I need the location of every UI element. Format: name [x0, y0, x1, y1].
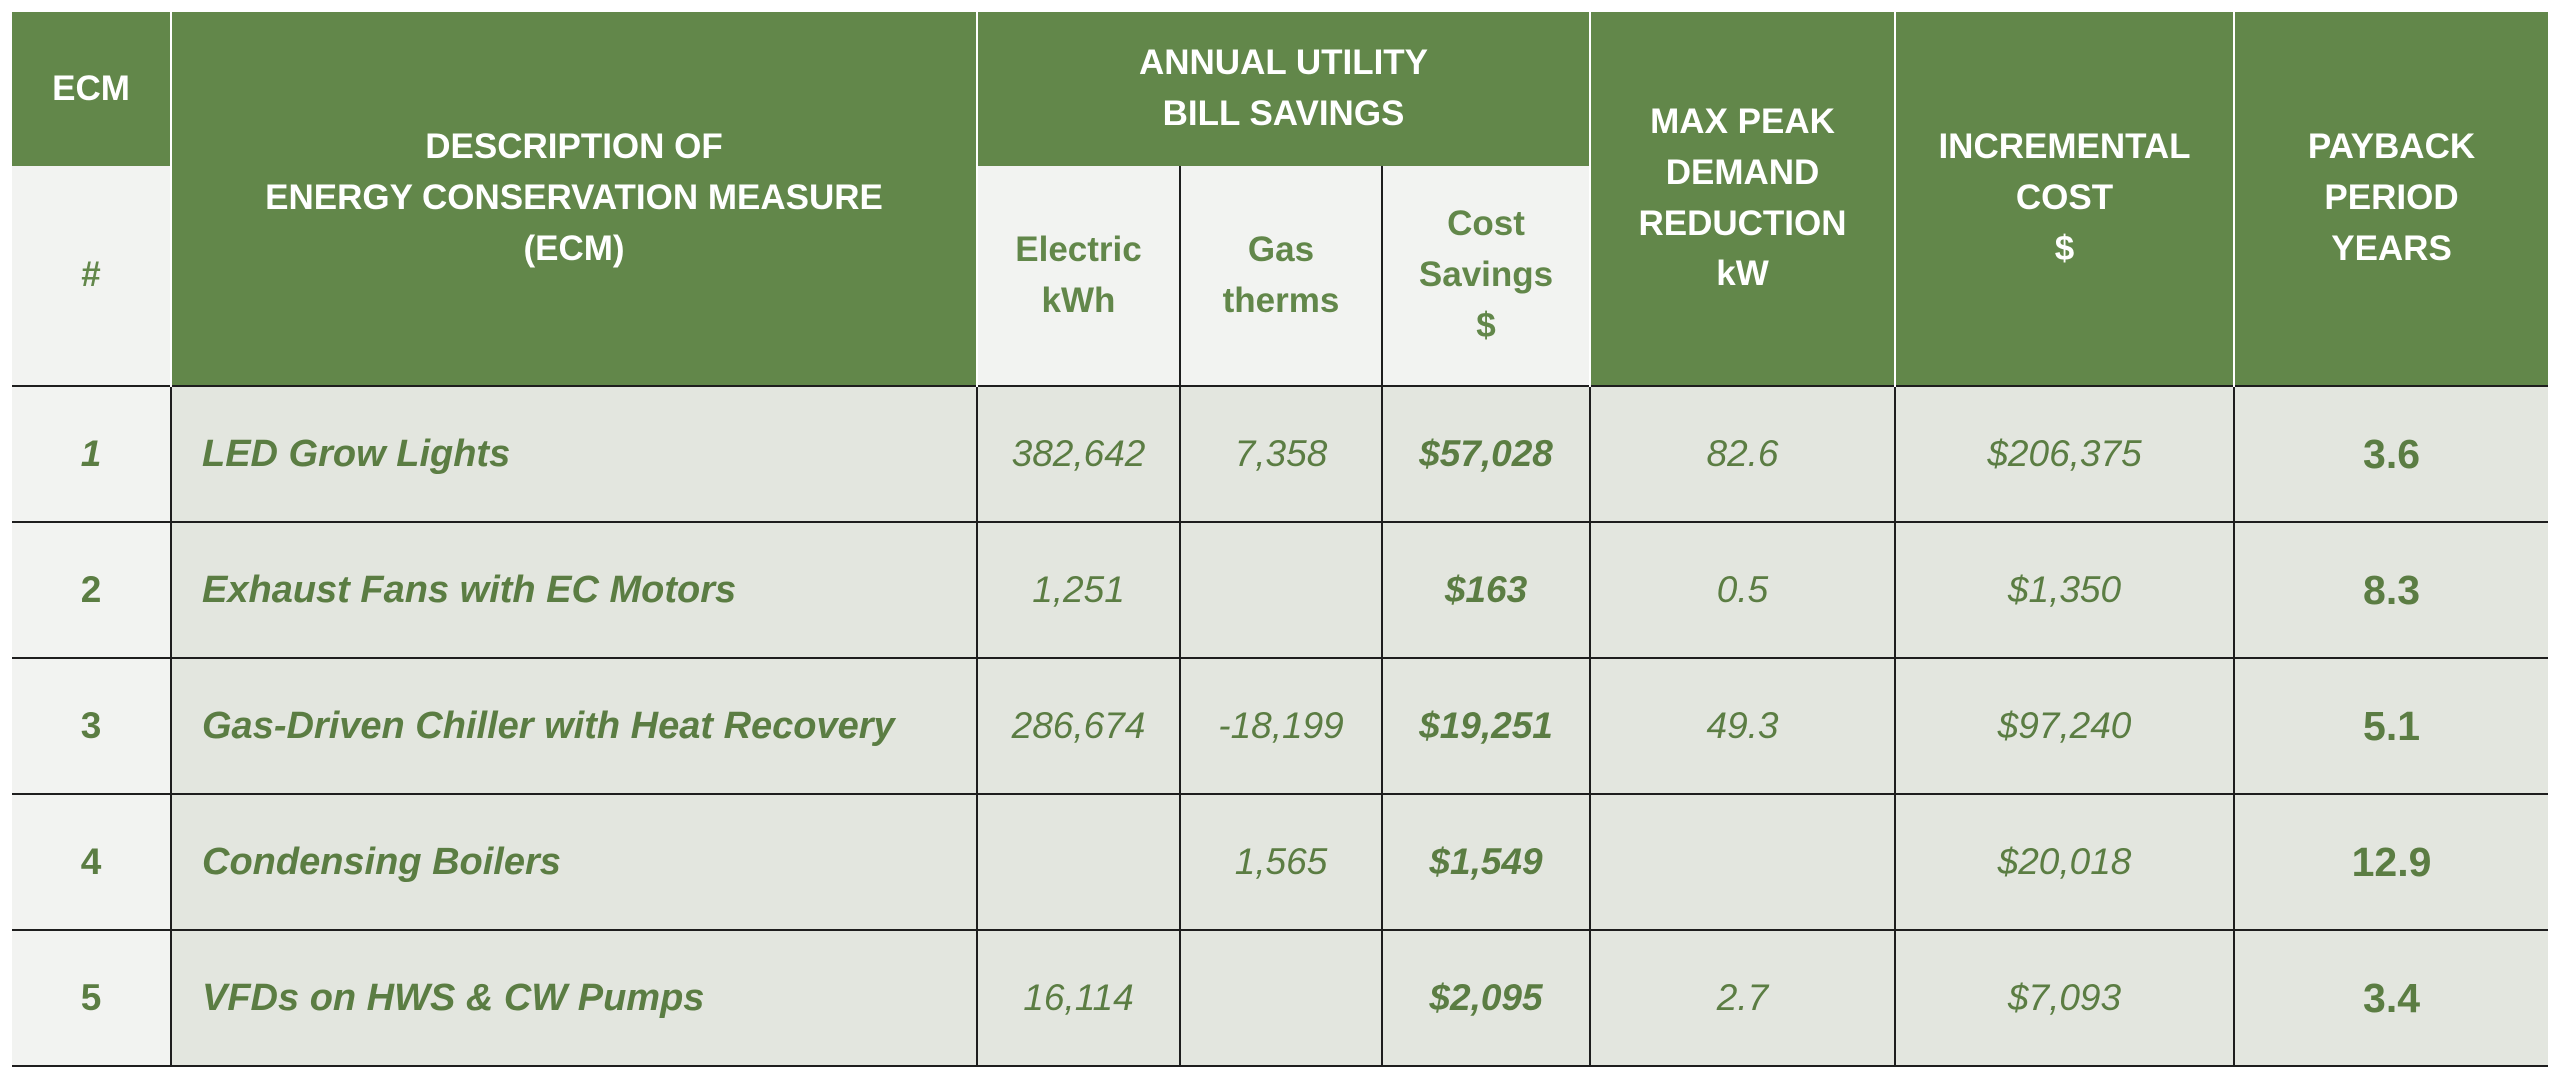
- cost-savings: $57,028: [1380, 385, 1592, 523]
- header-num-label: #: [81, 255, 101, 295]
- cost-savings: $2,095: [1380, 929, 1592, 1067]
- header-cost-line-1: Cost: [1447, 204, 1525, 244]
- table-row: 5 VFDs on HWS & CW Pumps 16,114 $2,095 2…: [12, 929, 2549, 1067]
- header-annual-line-2: BILL SAVINGS: [1162, 94, 1405, 133]
- header-description: DESCRIPTION OF ENERGY CONSERVATION MEASU…: [170, 12, 978, 386]
- header-num: #: [12, 166, 172, 386]
- header-electric-line-1: Electric: [1015, 229, 1142, 269]
- cost-savings: $1,549: [1380, 793, 1592, 931]
- header-cost-line-2: Savings: [1418, 255, 1554, 295]
- header-ecm: ECM: [12, 12, 172, 166]
- header-peak-line-1: MAX PEAK: [1650, 102, 1835, 141]
- header-peak-demand: MAX PEAK DEMAND REDUCTION kW: [1589, 12, 1897, 386]
- peak-demand-kw: 82.6: [1589, 385, 1897, 523]
- payback-years: 8.3: [2233, 521, 2549, 659]
- payback-years: 5.1: [2233, 657, 2549, 795]
- table-row: 4 Condensing Boilers 1,565 $1,549 $20,01…: [12, 793, 2549, 931]
- table-row: 2 Exhaust Fans with EC Motors 1,251 $163…: [12, 521, 2549, 659]
- header-cost-savings: Cost Savings $: [1380, 166, 1592, 386]
- header-incremental-line-2: COST: [2015, 178, 2114, 218]
- header-peak-line-3: REDUCTION: [1638, 203, 1847, 243]
- table-row: 3 Gas-Driven Chiller with Heat Recovery …: [12, 657, 2549, 795]
- table-row: 1 LED Grow Lights 382,642 7,358 $57,028 …: [12, 385, 2549, 523]
- electric-kwh: 286,674: [976, 657, 1181, 795]
- header-payback: PAYBACK PERIOD YEARS: [2233, 12, 2549, 386]
- header-gas: Gas therms: [1179, 166, 1383, 386]
- row-number: 2: [12, 521, 172, 659]
- peak-demand-kw: 49.3: [1589, 657, 1897, 795]
- gas-therms: [1179, 929, 1383, 1067]
- row-number: 4: [12, 793, 172, 931]
- peak-demand-kw: [1589, 793, 1897, 931]
- header-description-line-2: ENERGY CONSERVATION MEASURE: [265, 178, 883, 218]
- row-number: 1: [12, 385, 172, 523]
- measure-description: Gas-Driven Chiller with Heat Recovery: [170, 657, 978, 795]
- cost-savings: $163: [1380, 521, 1592, 659]
- header-ecm-label: ECM: [52, 68, 130, 108]
- row-number: 5: [12, 929, 172, 1067]
- header-gas-line-1: Gas: [1247, 229, 1315, 269]
- electric-kwh: 382,642: [976, 385, 1181, 523]
- incremental-cost: $97,240: [1894, 657, 2236, 795]
- header-payback-line-1: PAYBACK: [2307, 127, 2476, 167]
- header-electric-line-2: kWh: [1041, 280, 1116, 320]
- header-payback-line-3: YEARS: [2331, 228, 2452, 268]
- row-number: 3: [12, 657, 172, 795]
- cost-savings: $19,251: [1380, 657, 1592, 795]
- header-electric: Electric kWh: [976, 166, 1181, 386]
- peak-demand-kw: 0.5: [1589, 521, 1897, 659]
- header-peak-line-4: kW: [1716, 254, 1769, 294]
- header-incremental-cost: INCREMENTAL COST $: [1894, 12, 2236, 386]
- header-annual-line-1: ANNUAL UTILITY: [1138, 43, 1429, 83]
- peak-demand-kw: 2.7: [1589, 929, 1897, 1067]
- payback-years: 3.4: [2233, 929, 2549, 1067]
- gas-therms: -18,199: [1179, 657, 1383, 795]
- header-peak-line-2: DEMAND: [1665, 152, 1820, 192]
- header-description-line-1: DESCRIPTION OF: [425, 127, 723, 167]
- header-gas-line-2: therms: [1222, 280, 1340, 320]
- electric-kwh: [976, 793, 1181, 931]
- gas-therms: 1,565: [1179, 793, 1383, 931]
- header-annual-savings: ANNUAL UTILITY BILL SAVINGS: [975, 12, 1592, 166]
- measure-description: VFDs on HWS & CW Pumps: [170, 929, 978, 1067]
- incremental-cost: $20,018: [1894, 793, 2236, 931]
- measure-description: Exhaust Fans with EC Motors: [170, 521, 978, 659]
- header-description-line-3: (ECM): [523, 228, 625, 268]
- header-incremental-line-1: INCREMENTAL: [1938, 127, 2191, 167]
- payback-years: 12.9: [2233, 793, 2549, 931]
- electric-kwh: 16,114: [976, 929, 1181, 1067]
- gas-therms: 7,358: [1179, 385, 1383, 523]
- electric-kwh: 1,251: [976, 521, 1181, 659]
- payback-years: 3.6: [2233, 385, 2549, 523]
- gas-therms: [1179, 521, 1383, 659]
- incremental-cost: $206,375: [1894, 385, 2236, 523]
- header-incremental-line-3: $: [2054, 228, 2075, 268]
- measure-description: LED Grow Lights: [170, 385, 978, 523]
- incremental-cost: $7,093: [1894, 929, 2236, 1067]
- incremental-cost: $1,350: [1894, 521, 2236, 659]
- measure-description: Condensing Boilers: [170, 793, 978, 931]
- ecm-table: ECM DESCRIPTION OF ENERGY CONSERVATION M…: [12, 12, 2549, 1067]
- header-cost-line-3: $: [1476, 305, 1496, 345]
- header-payback-line-2: PERIOD: [2324, 178, 2459, 218]
